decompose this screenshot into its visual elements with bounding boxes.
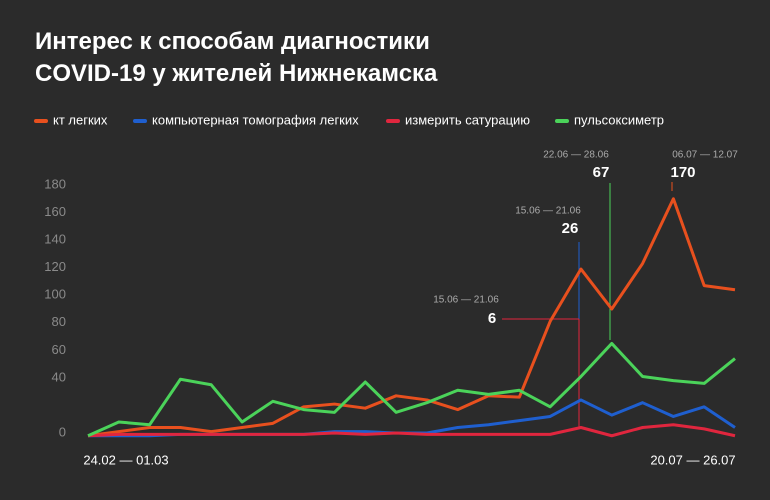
legend-label: кт легких (53, 112, 108, 127)
series-line (87, 423, 736, 438)
y-tick-label: 180 (44, 176, 66, 191)
legend-label: компьютерная томография легких (152, 112, 359, 127)
chart-title: Интерес к способам диагностики COVID-19 … (35, 28, 438, 87)
series-line (87, 341, 736, 438)
annotation-value: 6 (488, 310, 496, 327)
y-tick-label: 160 (44, 204, 66, 219)
y-tick-label: 100 (44, 287, 66, 302)
x-tick-label: 20.07 — 26.07 (650, 452, 735, 467)
y-tick-label: 0 (59, 424, 66, 439)
annotation-value: 67 (593, 164, 610, 181)
y-tick-label: 80 (52, 314, 66, 329)
annotation-date: 15.06 — 21.06 (515, 206, 581, 217)
annotation-value: 26 (562, 220, 579, 237)
y-tick-label: 60 (52, 342, 66, 357)
y-tick-label: 40 (52, 369, 66, 384)
series-line (87, 197, 736, 438)
legend-label: измерить сатурацию (405, 112, 530, 127)
series-line (88, 398, 736, 438)
x-tick-label: 24.02 — 01.03 (83, 452, 168, 467)
y-tick-label: 140 (44, 232, 66, 247)
annotation-date: 22.06 — 28.06 (543, 150, 609, 161)
annotation-date: 06.07 — 12.07 (672, 150, 738, 161)
annotation-value: 170 (670, 164, 695, 181)
annotation-date: 15.06 — 21.06 (433, 295, 499, 306)
legend-label: пульсоксиметр (574, 112, 664, 127)
y-tick-label: 120 (44, 259, 66, 274)
